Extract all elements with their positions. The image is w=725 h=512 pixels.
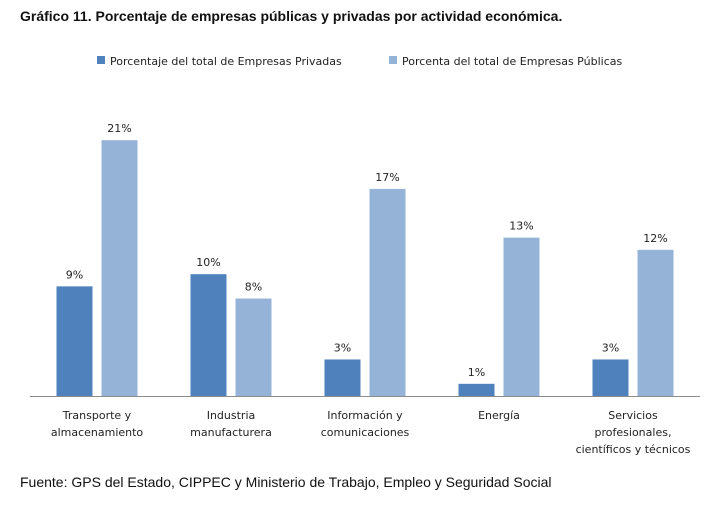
value-label-s1-c3: 3%	[334, 341, 351, 354]
value-label-s1-c2: 10%	[196, 256, 220, 269]
category-labels: Transporte y almacenamiento Industria manuf…	[51, 409, 691, 456]
value-label-s2-c3: 17%	[375, 171, 399, 184]
source-note: Fuente: GPS del Estado, CIPPEC y Ministe…	[20, 474, 552, 490]
value-label-s2-c2: 8%	[245, 281, 262, 294]
value-label-s1-c4: 1%	[468, 366, 485, 379]
bar-s1-c4	[458, 383, 495, 396]
value-label-s2-c1: 21%	[107, 122, 131, 135]
category-label-5: Servicios profesionales, científicos y téc…	[576, 409, 691, 456]
bar-s1-c3	[324, 359, 361, 396]
value-label-s1-c5: 3%	[602, 341, 619, 354]
bar-s1-c2	[190, 274, 227, 396]
legend-label-2: Porcenta del total de Empresas Públicas	[402, 55, 622, 68]
bar-s2-c4	[503, 237, 540, 396]
bar-marks	[56, 140, 674, 396]
value-label-s1-c1: 9%	[66, 268, 83, 281]
category-label-1: Transporte y almacenamiento	[51, 409, 144, 439]
chart-legend: Porcentaje del total de Empresas Privada…	[97, 55, 622, 68]
data-labels: 9% 21% 10% 8% 3% 17% 1% 13% 3% 12%	[66, 122, 668, 379]
legend-swatch-1	[97, 56, 105, 64]
category-label-2: Industria manufacturera	[190, 409, 272, 439]
category-label-4: Energía	[478, 409, 520, 422]
bar-s2-c5	[637, 249, 674, 396]
value-label-s2-c4: 13%	[509, 220, 533, 233]
bar-s2-c2	[235, 298, 272, 396]
bar-s1-c5	[592, 359, 629, 396]
figure-title: Gráfico 11. Porcentaje de empresas públi…	[20, 8, 563, 24]
legend-swatch-2	[389, 56, 397, 64]
bar-s1-c1	[56, 286, 93, 396]
legend-label-1: Porcentaje del total de Empresas Privada…	[110, 55, 342, 68]
value-label-s2-c5: 12%	[643, 232, 667, 245]
bar-s2-c1	[101, 140, 138, 396]
category-label-3: Información y comunicaciones	[321, 409, 410, 439]
bar-s2-c3	[369, 188, 406, 396]
